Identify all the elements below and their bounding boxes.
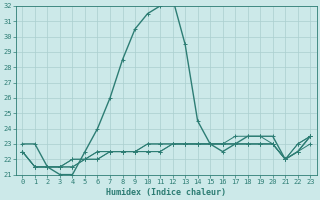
X-axis label: Humidex (Indice chaleur): Humidex (Indice chaleur) [106, 188, 226, 197]
